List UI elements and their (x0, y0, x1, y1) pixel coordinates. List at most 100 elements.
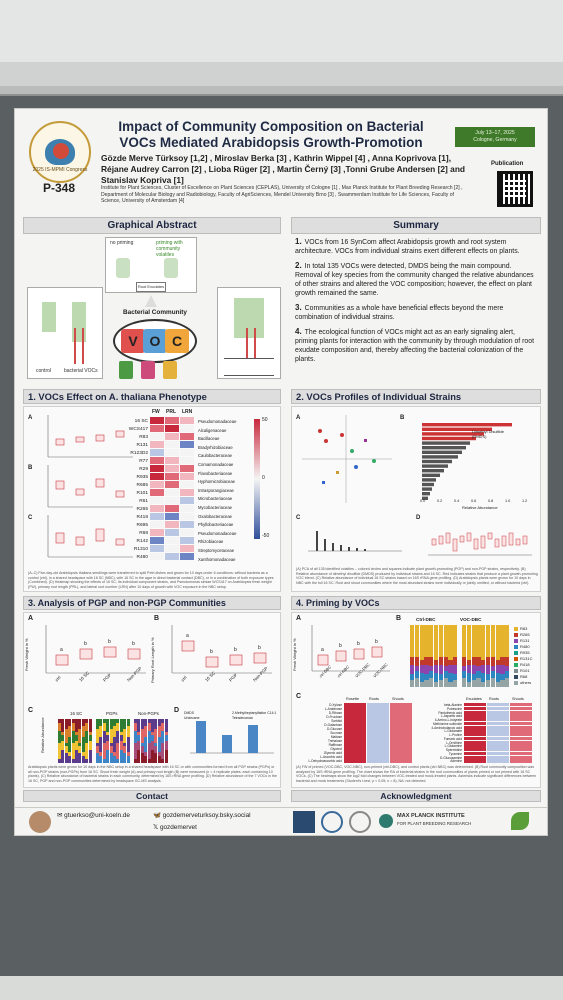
bar-segment (476, 671, 481, 678)
heat-cell (390, 735, 412, 739)
heat-family-label: Microbacteriaceae (198, 496, 233, 502)
heat-family-label: Bradyrhizobiaceae (198, 444, 233, 450)
bar-segment (154, 742, 158, 747)
bar-segment (134, 723, 137, 731)
stacked-bar (443, 625, 448, 687)
qr-code-icon[interactable] (497, 171, 533, 207)
bar-segment (109, 729, 113, 743)
contact-email[interactable]: ✉ gtuerkso@uni-koeln.de (57, 812, 130, 819)
sig-letter: b (108, 639, 111, 645)
bar-segment (106, 734, 110, 741)
bar-segment (151, 750, 154, 763)
bacteria-icon (119, 361, 133, 379)
bar-segment (500, 674, 505, 680)
summary-point: 1. VOCs from 16 SynCom affect Arabidopsis… (295, 237, 520, 255)
bar-segment (448, 660, 453, 666)
bar-segment (481, 681, 486, 688)
bar-segment (123, 729, 127, 743)
bar-segment (109, 752, 113, 763)
contact-x[interactable]: 𝕏 gozdemervet (153, 824, 197, 831)
heat-cell (487, 744, 509, 748)
heat-row-label: R142 (136, 539, 148, 544)
sig-letter: b (84, 641, 87, 647)
bar-segment (113, 726, 116, 738)
bar-segment (64, 742, 68, 747)
box (438, 535, 444, 545)
voc-bar (248, 725, 258, 753)
stacked-bar (429, 625, 434, 687)
bar-segment (490, 657, 495, 666)
control-panel: control bacterial VOCs (27, 287, 103, 379)
heat-cell (165, 481, 179, 488)
heat-cell (150, 441, 164, 448)
heat-row-label: Fumaric acid (443, 736, 462, 741)
x-icon: 𝕏 (153, 824, 160, 831)
bar-segment (116, 723, 120, 731)
legend-entry: 2-Methylheptanylfaktor C14:1 (232, 711, 277, 715)
bar-segment (109, 742, 113, 747)
bar-segment (154, 719, 158, 730)
bar-segment (144, 752, 148, 756)
bar-segment (476, 657, 481, 666)
stacked-bar (414, 625, 419, 687)
bar-segment (157, 719, 161, 727)
heat-row-label: R61 (139, 499, 148, 504)
mpi-logo-icon (379, 814, 393, 828)
bar-segment (88, 750, 92, 763)
heat-row-label: L-Arabinose (324, 707, 342, 711)
heat-cell (390, 723, 412, 727)
bar-segment (113, 752, 116, 756)
bar-segment (424, 657, 429, 665)
heat-family-label: Rhizobiaceae (198, 539, 224, 545)
heat-row-label: R1310 (133, 547, 148, 552)
heat-family-label: Pseudomonadaceae (198, 530, 237, 536)
heat-cell (367, 747, 389, 751)
heat-family-label: Streptomycetaceae (198, 548, 235, 553)
bar-segment (443, 625, 448, 657)
dmds-bar (422, 487, 432, 491)
bar-segment (164, 719, 168, 732)
contact-bluesky[interactable]: 🦋 gozdemerveturksoy.bsky.social (153, 812, 251, 819)
bar-segment (424, 674, 429, 680)
heat-cell (180, 529, 194, 536)
heat-cell (510, 740, 532, 744)
dmds-bar (422, 436, 476, 441)
bar-segment (61, 731, 65, 735)
section-contact: Contact (23, 790, 281, 802)
voc-bar (196, 721, 206, 753)
molecule-icon (224, 358, 274, 376)
x-tick: 0.8 (488, 499, 494, 503)
figure-3: A B a b b b a b b b Fresh Weight in % Primary … (23, 612, 281, 788)
legend-entry: DMDS (184, 711, 194, 715)
stacked-bar (113, 719, 116, 763)
bar-segment (424, 664, 429, 675)
affiliations: Institute for Plant Sciences, Cluster of… (101, 185, 463, 205)
box (181, 640, 195, 652)
bar-segment (102, 759, 106, 763)
heat-cell (150, 457, 164, 464)
box (466, 532, 472, 542)
heat-row-label: R68 (139, 531, 148, 536)
heat-cell (165, 505, 179, 512)
bar-segment (157, 737, 161, 752)
heat-cell (344, 755, 366, 759)
bar-segment (414, 678, 419, 687)
heat-cell (464, 703, 486, 707)
fig3-caption: Arabidopsis plants were grown for 10 day… (28, 765, 277, 783)
heat-cell (180, 465, 194, 472)
bar-segment (476, 678, 481, 687)
bar-segment (140, 752, 144, 763)
heat-cell (510, 718, 532, 722)
svg-text:C: C (28, 515, 33, 521)
plant-icon (116, 258, 130, 278)
legend-swatch (514, 663, 518, 667)
x-tick: 0.4 (454, 499, 460, 503)
bar-segment (453, 657, 458, 665)
bar-segment (164, 734, 168, 741)
root-icon (246, 328, 256, 358)
legend-entry: R418 (520, 662, 530, 667)
heat-cell (367, 743, 389, 747)
bar-segment (443, 671, 448, 678)
dmds-bar (422, 441, 470, 445)
bar-segment (134, 719, 137, 723)
